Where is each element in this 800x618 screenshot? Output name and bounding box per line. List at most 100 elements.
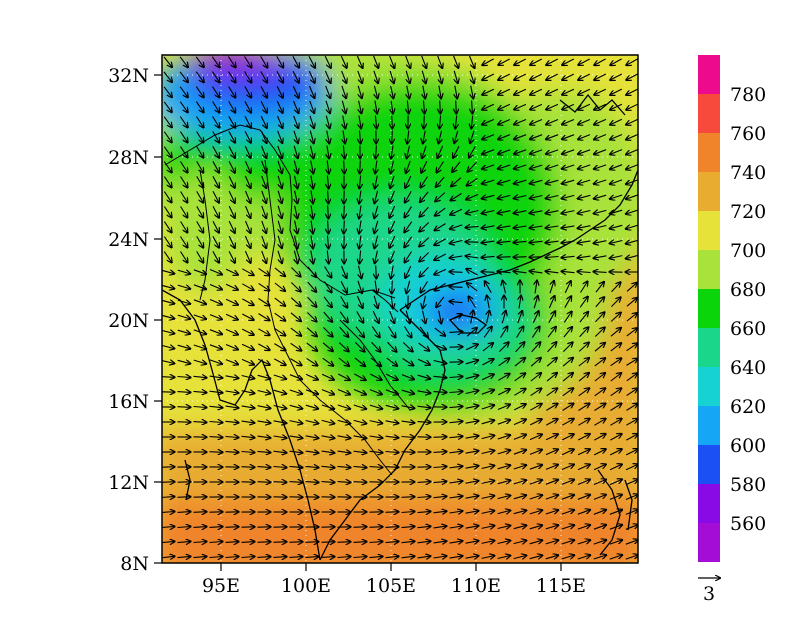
wind-arrow <box>465 556 479 558</box>
wind-arrow <box>374 235 377 249</box>
wind-arrow <box>498 134 511 140</box>
wind-arrow <box>497 405 510 411</box>
wind-arrow <box>338 357 349 366</box>
wind-arrow <box>241 328 254 335</box>
wind-arrow <box>610 256 623 259</box>
wind-arrow <box>546 271 559 273</box>
wind-arrow <box>163 206 171 218</box>
wind-arrow <box>321 557 335 558</box>
wind-arrow <box>212 236 219 247</box>
wind-arrow <box>440 100 441 114</box>
wind-arrow <box>309 100 314 113</box>
wind-arrow <box>354 373 365 380</box>
wind-arrow <box>356 311 364 322</box>
wind-arrow <box>289 389 302 394</box>
wind-arrow <box>261 250 267 263</box>
wind-arrow <box>545 510 558 515</box>
wind-arrow <box>291 267 300 277</box>
wind-arrow <box>546 73 559 80</box>
wind-arrow <box>546 134 559 140</box>
wind-arrow <box>180 146 188 158</box>
wind-arrow <box>530 196 543 199</box>
wind-arrow <box>321 420 335 423</box>
wind-arrow <box>321 404 334 409</box>
wind-arrow <box>529 555 543 558</box>
wind-arrow <box>626 373 637 382</box>
wind-arrow <box>465 406 479 409</box>
wind-arrow <box>467 177 478 185</box>
colorbar-swatch <box>698 172 720 211</box>
wind-arrow <box>433 467 447 468</box>
wind-arrow <box>258 267 270 275</box>
wind-arrow <box>376 265 377 279</box>
wind-arrow <box>578 373 589 382</box>
wind-arrow <box>289 374 302 380</box>
wind-arrow <box>258 313 270 321</box>
wind-arrow <box>578 241 591 243</box>
wind-arrow <box>546 103 559 109</box>
wind-arrow <box>196 251 204 262</box>
wind-arrow <box>437 145 444 158</box>
lat-label: 32N <box>108 65 149 87</box>
wind-arrow <box>610 388 622 397</box>
wind-arrow <box>177 300 190 304</box>
wind-arrow <box>385 421 399 423</box>
wind-arrow <box>228 131 235 142</box>
wind-arrow <box>514 180 527 184</box>
wind-arrow <box>625 555 638 560</box>
wind-arrow <box>360 130 361 144</box>
wind-arrow <box>513 480 526 484</box>
wind-arrow <box>610 373 621 382</box>
wind-arrow <box>242 298 253 305</box>
wind-arrow <box>359 265 362 279</box>
colorbar-swatch <box>698 211 720 250</box>
wind-arrow <box>321 451 335 453</box>
wind-arrow <box>466 256 479 258</box>
wind-arrow <box>306 357 318 365</box>
wind-arrow <box>343 115 346 129</box>
wind-arrow <box>465 451 479 453</box>
wind-arrow <box>562 180 575 184</box>
wind-arrow <box>594 373 605 382</box>
wind-arrow <box>594 88 607 95</box>
wind-arrow <box>391 265 393 279</box>
wind-arrow <box>402 358 414 366</box>
wind-arrow <box>225 542 239 543</box>
wind-arrow <box>294 250 297 264</box>
wind-arrow <box>177 497 191 498</box>
wind-arrow <box>242 313 253 320</box>
wind-arrow <box>482 256 495 257</box>
wind-arrow <box>465 344 478 351</box>
wind-arrow <box>535 281 537 294</box>
wind-arrow <box>546 257 559 258</box>
wind-arrow <box>498 180 511 184</box>
wind-arrow <box>466 328 477 337</box>
wind-arrow <box>498 164 511 169</box>
wind-arrow <box>482 359 493 366</box>
wind-arrow <box>417 497 431 498</box>
wind-arrow <box>260 71 267 82</box>
wind-arrow <box>177 407 191 408</box>
wind-arrow <box>385 556 399 557</box>
wind-arrow <box>321 542 335 543</box>
wind-arrow <box>311 220 313 234</box>
wind-arrow <box>305 451 319 453</box>
wind-arrow <box>417 541 431 543</box>
lon-label: 100E <box>281 575 331 597</box>
wind-arrow <box>449 481 463 483</box>
wind-arrow <box>292 85 298 98</box>
wind-arrow <box>449 466 463 468</box>
wind-arrow <box>344 160 345 174</box>
wind-arrow <box>497 495 511 498</box>
wind-arrow <box>374 85 377 99</box>
wind-arrow <box>193 407 207 408</box>
wind-arrow <box>530 358 541 367</box>
wind-arrow <box>278 175 282 188</box>
wind-arrow <box>580 282 588 293</box>
wind-arrow <box>530 373 541 382</box>
wind-arrow <box>212 251 219 262</box>
wind-arrow <box>209 329 222 335</box>
wind-arrow <box>337 451 351 453</box>
wind-arrow <box>481 405 494 410</box>
